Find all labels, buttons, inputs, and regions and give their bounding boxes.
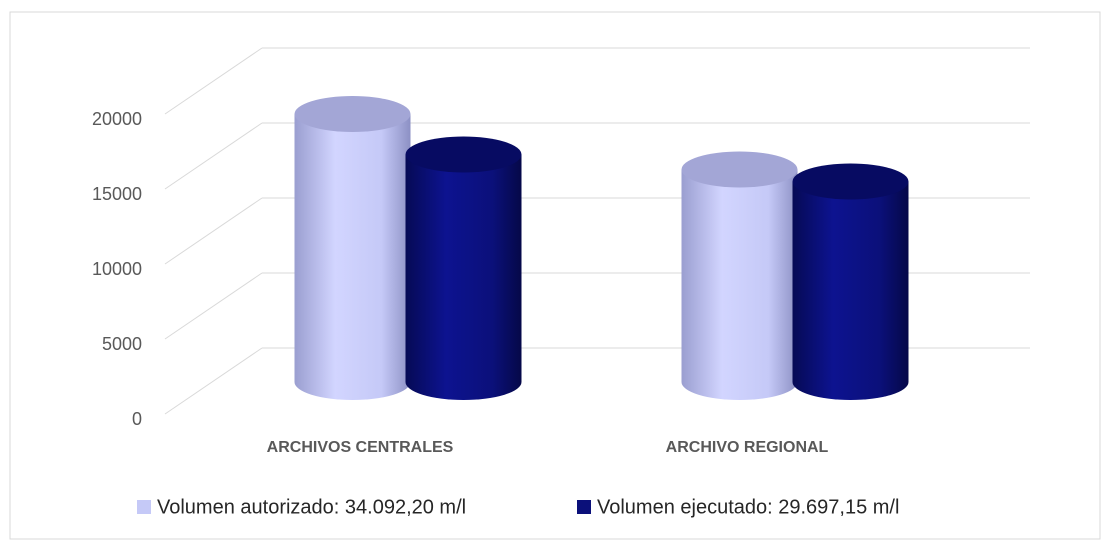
bar-top	[681, 151, 798, 188]
y-tick-label: 10000	[92, 259, 142, 279]
bar	[681, 169, 798, 401]
grid-line	[164, 197, 263, 265]
legend-label: Volumen autorizado: 34.092,20 m/l	[157, 496, 466, 518]
bar	[405, 154, 522, 401]
legend-swatch	[577, 500, 591, 514]
y-tick-label: 20000	[92, 109, 142, 129]
legend-swatch	[137, 500, 151, 514]
bar-top	[792, 163, 909, 200]
bar-top	[405, 136, 522, 173]
grid-line	[164, 47, 263, 115]
grid-line	[164, 272, 263, 340]
bar-top	[294, 96, 411, 132]
legend-label: Volumen ejecutado: 29.697,15 m/l	[597, 496, 899, 518]
grid-line	[164, 347, 263, 415]
grid-line	[164, 122, 263, 190]
chart-border	[9, 11, 1101, 540]
bar	[792, 181, 909, 401]
x-tick-label: ARCHIVOS CENTRALES	[267, 439, 454, 456]
y-tick-label: 15000	[92, 184, 142, 204]
bar	[294, 114, 411, 401]
x-tick-label: ARCHIVO REGIONAL	[666, 439, 829, 456]
y-tick-label: 0	[132, 409, 142, 429]
y-tick-label: 5000	[102, 334, 142, 354]
